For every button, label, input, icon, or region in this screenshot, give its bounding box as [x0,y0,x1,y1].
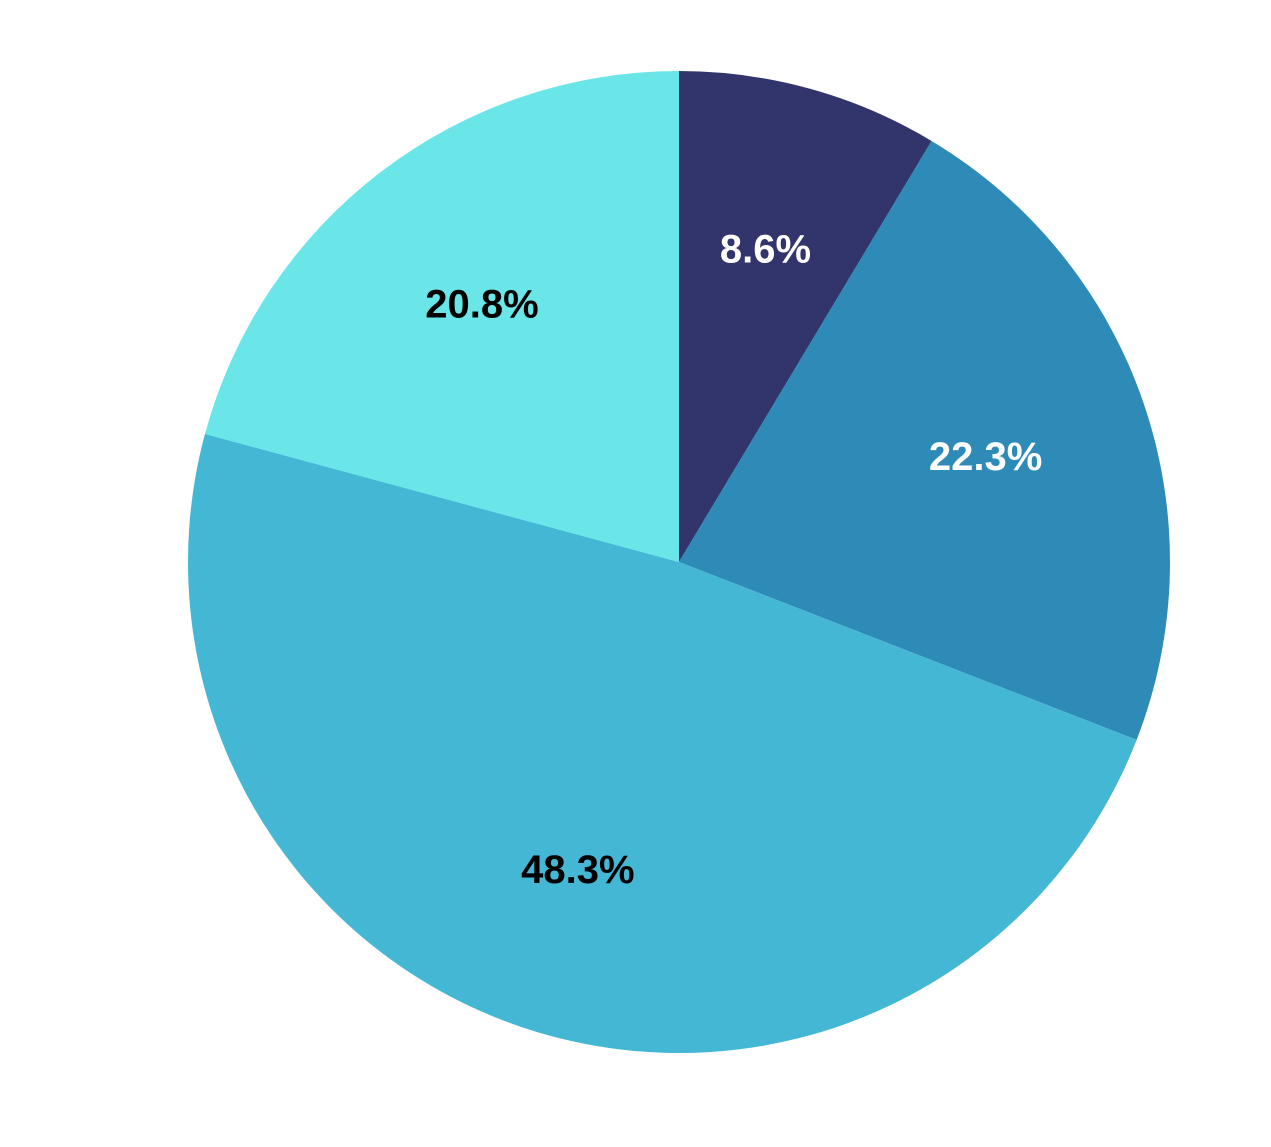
pie-slice [205,71,679,562]
pie-slice-label: 48.3% [521,848,634,892]
pie-slice-label: 22.3% [929,435,1042,479]
pie-slice-label: 20.8% [425,283,538,327]
pie-slice [679,140,1171,740]
pie-slice-label: 8.6% [720,228,811,272]
pie-labels: 8.6% 22.3% 48.3% 20.8% [425,228,1042,892]
pie-slices [188,71,1171,1054]
pie-slice [188,433,1137,1054]
pie-slice [679,71,932,562]
